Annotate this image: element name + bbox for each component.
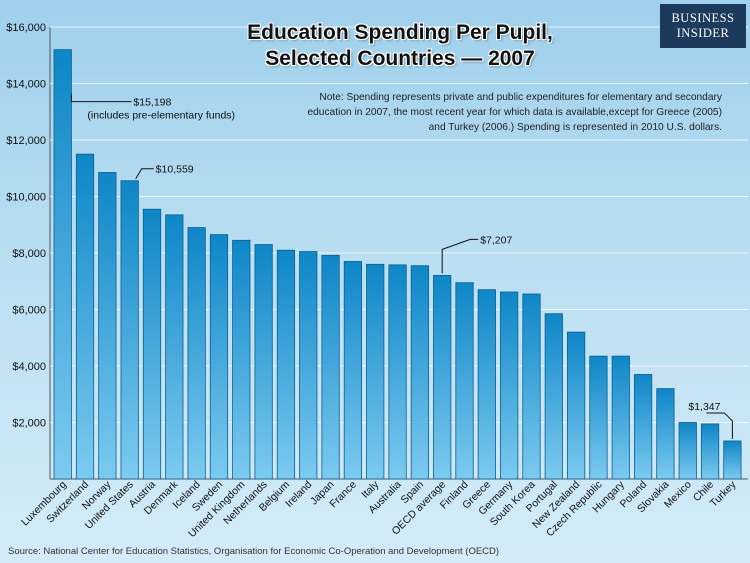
annotation-leader [441, 238, 479, 274]
bar [500, 291, 519, 480]
annotation-label: $10,559 [156, 164, 194, 176]
bar [187, 227, 206, 480]
bar [678, 422, 697, 480]
logo-line1: BUSINESS [671, 11, 735, 25]
chart-note: Note: Spending represents private and pu… [302, 90, 722, 135]
chart-title-line1: Education Spending Per Pupil, [247, 21, 553, 44]
bar [120, 180, 139, 480]
bar [75, 153, 95, 480]
x-tick-label: Turkey [708, 478, 739, 509]
annotation-label: $15,198 [133, 97, 171, 109]
bar [633, 374, 653, 480]
note-line3: and Turkey (2006.) Spending is represent… [428, 122, 722, 133]
business-insider-logo: BUSINESS INSIDER [660, 4, 746, 48]
y-tick-label: $2,000 [12, 418, 46, 430]
bar [299, 251, 318, 480]
note-line2: education in 2007, the most recent year … [307, 107, 722, 118]
y-axis-ticks: $2,000 $4,000 $6,000 $8,000 $10,000 $12,000 $1… [6, 22, 46, 430]
y-tick-label: $12,000 [6, 135, 46, 147]
bar [589, 355, 608, 480]
annotations: $15,198(includes pre-elementary funds) $1… [70, 93, 733, 439]
bar [53, 49, 72, 480]
annotation-label: $7,207 [480, 234, 512, 246]
y-tick-label: $4,000 [12, 361, 46, 373]
bar [98, 172, 117, 480]
bar [723, 440, 742, 480]
bar [165, 214, 184, 480]
bar [455, 282, 474, 480]
annotation-leader [706, 412, 733, 439]
bar [343, 261, 363, 480]
source-text: Source: National Center for Education St… [8, 546, 500, 557]
bar [321, 254, 340, 480]
y-tick-label: $16,000 [6, 22, 46, 34]
chart-title: Education Spending Per Pupil, Selected C… [230, 20, 570, 72]
bar [567, 331, 586, 480]
bar [232, 239, 251, 480]
annotation-leader [135, 168, 154, 179]
y-tick-label: $10,000 [6, 192, 46, 204]
bar [656, 388, 675, 480]
bar [254, 244, 273, 480]
bar [276, 249, 296, 480]
y-tick-label: $14,000 [6, 79, 46, 91]
y-tick-label: $6,000 [12, 305, 46, 317]
note-line1: Note: Spending represents private and pu… [319, 92, 722, 103]
annotation-label: (includes pre-elementary funds) [87, 110, 235, 122]
bar [700, 423, 720, 480]
bars [53, 49, 742, 480]
bar [388, 264, 407, 480]
bar [522, 293, 541, 480]
bar [209, 234, 229, 480]
bar [366, 263, 385, 480]
bar [142, 208, 162, 480]
annotation-label: $1,347 [688, 401, 720, 413]
chart-title-line2: Selected Countries — 2007 [265, 47, 535, 70]
bar [410, 265, 429, 480]
bar [433, 275, 452, 480]
bar [611, 355, 630, 480]
logo-line2: INSIDER [676, 26, 730, 40]
bar [544, 313, 563, 480]
bar [477, 289, 496, 480]
y-tick-label: $8,000 [12, 248, 46, 260]
